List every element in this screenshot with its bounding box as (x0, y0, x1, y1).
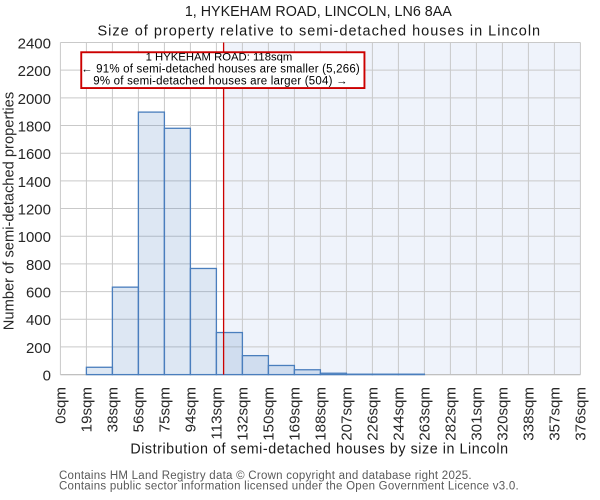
svg-text:188sqm: 188sqm (312, 387, 329, 441)
svg-text:Contains HM Land Registry data: Contains HM Land Registry data © Crown c… (59, 470, 472, 482)
svg-text:9% of semi-detached houses are: 9% of semi-detached houses are larger (5… (93, 75, 347, 87)
svg-text:1 HYKEHAM ROAD: 118sqm: 1 HYKEHAM ROAD: 118sqm (146, 51, 293, 63)
svg-text:Contains public sector informa: Contains public sector information licen… (59, 481, 519, 493)
svg-text:Distribution of semi-detached: Distribution of semi-detached houses by … (130, 442, 508, 458)
svg-text:1, HYKEHAM ROAD, LINCOLN, LN6: 1, HYKEHAM ROAD, LINCOLN, LN6 8AA (185, 4, 452, 20)
svg-text:19sqm: 19sqm (78, 387, 95, 432)
svg-text:1400: 1400 (18, 174, 51, 191)
svg-text:600: 600 (26, 285, 51, 302)
svg-text:1800: 1800 (18, 119, 51, 136)
svg-text:Number of semi-detached proper: Number of semi-detached properties (2, 92, 18, 330)
svg-text:207sqm: 207sqm (338, 387, 355, 441)
svg-text:282sqm: 282sqm (442, 387, 459, 441)
svg-text:320sqm: 320sqm (494, 387, 511, 441)
svg-text:Size of property relative to s: Size of property relative to semi-detach… (97, 24, 541, 40)
svg-text:150sqm: 150sqm (260, 387, 277, 441)
svg-text:357sqm: 357sqm (546, 387, 563, 441)
svg-text:1200: 1200 (18, 202, 51, 219)
svg-text:← 91% of semi-detached houses: ← 91% of semi-detached houses are smalle… (81, 63, 360, 75)
svg-text:94sqm: 94sqm (182, 387, 199, 432)
svg-text:1600: 1600 (18, 146, 51, 163)
svg-text:338sqm: 338sqm (520, 387, 537, 441)
svg-text:0: 0 (43, 368, 51, 385)
svg-text:400: 400 (26, 312, 51, 329)
svg-text:200: 200 (26, 340, 51, 357)
svg-text:0sqm: 0sqm (52, 387, 69, 424)
svg-text:2000: 2000 (18, 91, 51, 108)
svg-text:226sqm: 226sqm (364, 387, 381, 441)
svg-text:1000: 1000 (18, 229, 51, 246)
svg-text:2200: 2200 (18, 63, 51, 80)
svg-text:75sqm: 75sqm (156, 387, 173, 432)
svg-text:376sqm: 376sqm (572, 387, 589, 441)
svg-text:56sqm: 56sqm (130, 387, 147, 432)
svg-text:132sqm: 132sqm (234, 387, 251, 441)
svg-text:244sqm: 244sqm (390, 387, 407, 441)
svg-text:301sqm: 301sqm (468, 387, 485, 441)
svg-text:169sqm: 169sqm (286, 387, 303, 441)
svg-text:38sqm: 38sqm (104, 387, 121, 432)
svg-text:800: 800 (26, 257, 51, 274)
svg-text:2400: 2400 (18, 36, 51, 53)
svg-text:263sqm: 263sqm (416, 387, 433, 441)
svg-text:113sqm: 113sqm (208, 387, 225, 440)
